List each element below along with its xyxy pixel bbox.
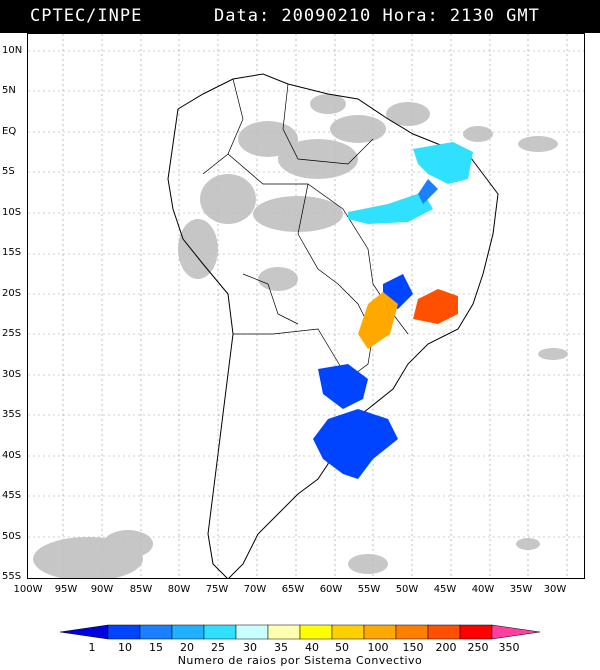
cell-lblue: [418, 179, 438, 204]
lat-label-10s: 10S: [2, 207, 22, 218]
legend-value-250: 250: [467, 641, 489, 654]
map-area: [27, 33, 585, 579]
legend-color-cell: [331, 624, 365, 640]
legend-color-cell: [139, 624, 173, 640]
legend-value-35: 35: [274, 641, 288, 654]
legend-value-100: 100: [367, 641, 389, 654]
lat-label-20s: 20S: [2, 288, 22, 299]
cell-orange-w: [358, 292, 398, 349]
legend-color-cell: [395, 624, 429, 640]
lat-label-5n: 5N: [2, 85, 16, 96]
lat-label-50s: 50S: [2, 531, 22, 542]
legend-value-30: 30: [243, 641, 257, 654]
lat-label-15s: 15S: [2, 247, 22, 258]
convective-systems: [313, 142, 473, 479]
lon-label-90w: 90W: [90, 584, 114, 595]
lat-label-5s: 5S: [2, 166, 15, 177]
lat-label-55s: 55S: [2, 571, 22, 582]
legend-color-cell: [59, 624, 109, 640]
lat-label-45s: 45S: [2, 490, 22, 501]
map-header: CPTEC/INPE Data: 20090210 Hora: 2130 GMT: [0, 0, 600, 33]
grid-lines: [28, 34, 584, 578]
lon-label-75w: 75W: [205, 584, 229, 595]
cell-cyan-ne: [413, 142, 473, 184]
map-canvas: [28, 34, 584, 578]
legend-value-15: 15: [149, 641, 163, 654]
cell-blue-s1: [318, 364, 368, 409]
cell-red-e: [413, 289, 458, 324]
legend-value-1: 1: [88, 641, 96, 654]
legend-value-150: 150: [402, 641, 424, 654]
legend-color-cell: [203, 624, 237, 640]
legend-color-cell: [363, 624, 397, 640]
lon-label-30w: 30W: [543, 584, 567, 595]
lat-label-25s: 25S: [2, 328, 22, 339]
lon-label-40w: 40W: [471, 584, 495, 595]
legend-value-40: 40: [305, 641, 319, 654]
lat-label-30s: 30S: [2, 369, 22, 380]
lon-label-100w: 100W: [13, 584, 43, 595]
legend-color-cell: [299, 624, 333, 640]
lat-label-35s: 35S: [2, 409, 22, 420]
lon-label-45w: 45W: [433, 584, 457, 595]
legend-value-25: 25: [211, 641, 225, 654]
legend-value-50: 50: [335, 641, 349, 654]
lon-label-95w: 95W: [54, 584, 78, 595]
lat-label-40s: 40S: [2, 450, 22, 461]
lon-label-50w: 50W: [395, 584, 419, 595]
legend-title: Numero de raios por Sistema Convectivo: [177, 654, 423, 667]
legend-value-20: 20: [180, 641, 194, 654]
legend-color-cell: [459, 624, 493, 640]
legend-color-cell: [171, 624, 205, 640]
lon-label-35w: 35W: [509, 584, 533, 595]
legend-color-cell: [427, 624, 461, 640]
lat-label-eq: EQ: [2, 126, 17, 137]
lon-label-65w: 65W: [281, 584, 305, 595]
lon-label-55w: 55W: [357, 584, 381, 595]
legend-color-cell: [491, 624, 541, 640]
lon-label-60w: 60W: [319, 584, 343, 595]
lat-label-10n: 10N: [2, 45, 23, 56]
legend-value-350: 350: [498, 641, 520, 654]
legend-colorbar: [59, 624, 541, 640]
legend-color-cell: [267, 624, 301, 640]
legend-value-10: 10: [118, 641, 132, 654]
lon-label-70w: 70W: [243, 584, 267, 595]
cloud-cover: [33, 94, 568, 578]
datetime-title: Data: 20090210 Hora: 2130 GMT: [214, 6, 540, 26]
legend-color-cell: [235, 624, 269, 640]
legend-value-200: 200: [435, 641, 457, 654]
source-title: CPTEC/INPE: [30, 6, 143, 26]
legend-color-cell: [107, 624, 141, 640]
lon-label-85w: 85W: [129, 584, 153, 595]
country-borders: [202, 78, 409, 380]
cell-blue-s2: [313, 409, 398, 479]
lon-label-80w: 80W: [167, 584, 191, 595]
cell-cyan-mid: [348, 192, 433, 224]
